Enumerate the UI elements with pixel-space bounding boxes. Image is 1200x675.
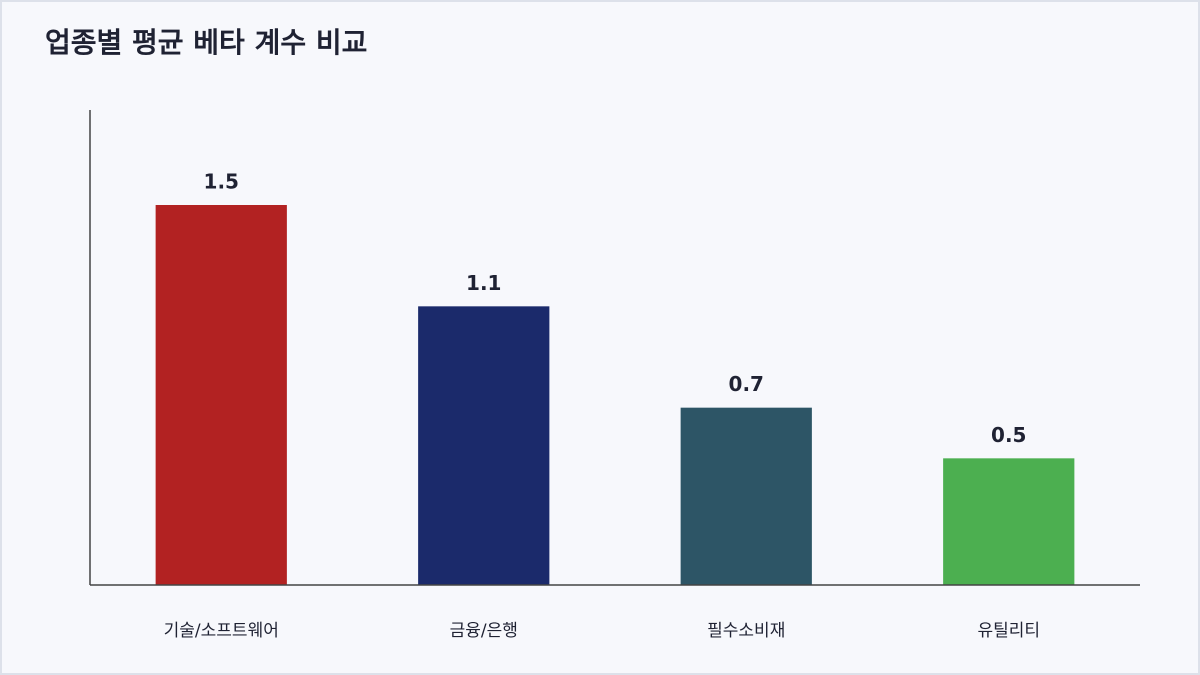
value-label: 0.7 [729, 372, 764, 396]
bar [155, 205, 287, 585]
bar [680, 407, 812, 585]
x-tick-label: 금융/은행 [450, 621, 518, 641]
x-tick-label: 기술/소프트웨어 [164, 621, 279, 641]
bar [418, 306, 550, 585]
chart-title: 업종별 평균 베타 계수 비교 [45, 26, 367, 59]
value-label: 0.5 [991, 423, 1026, 447]
value-label: 1.5 [204, 170, 239, 194]
bar [943, 458, 1075, 585]
x-tick-label: 필수소비재 [707, 621, 785, 641]
value-label: 1.1 [466, 271, 501, 295]
x-tick-label: 유틸리티 [977, 621, 1040, 641]
